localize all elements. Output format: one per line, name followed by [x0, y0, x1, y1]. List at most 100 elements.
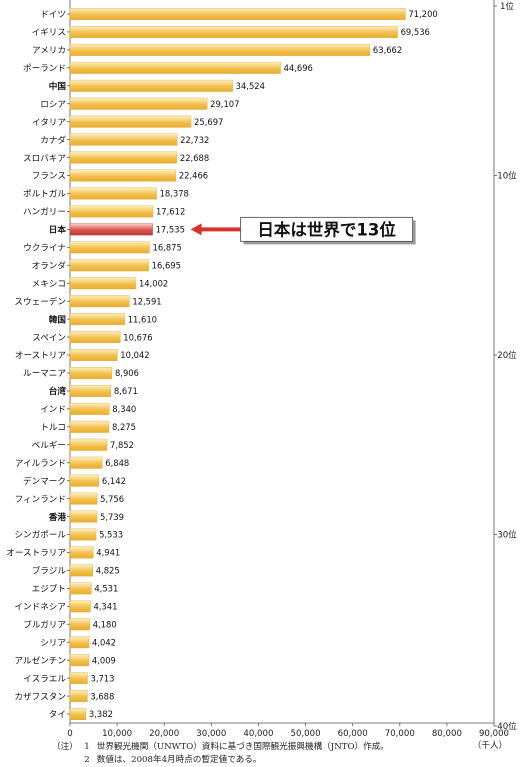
data-label: 4,825	[96, 566, 120, 576]
data-label: 14,002	[139, 278, 168, 288]
bar	[69, 402, 110, 415]
rank-label: 10位	[497, 170, 517, 182]
data-label: 29,107	[210, 99, 239, 109]
category-label: アイルランド	[15, 458, 66, 469]
data-label: 69,536	[401, 27, 430, 37]
x-tick-label: 30,000	[196, 729, 226, 739]
bar	[69, 636, 90, 649]
bar	[69, 492, 98, 505]
bar	[69, 97, 208, 110]
x-tick-label: 90,000	[479, 729, 509, 739]
bar	[69, 8, 406, 20]
category-label: 香港	[48, 511, 67, 523]
bar	[69, 349, 118, 361]
footnote-label: （注）	[52, 742, 78, 752]
rank-label: 40位	[497, 720, 517, 732]
rank-label: 1位	[500, 0, 514, 12]
callout-text: 日本は世界で13位	[257, 219, 396, 239]
category-label: インドネシア	[14, 602, 66, 613]
category-label: ポルトガル	[23, 189, 66, 200]
bar	[69, 25, 398, 38]
data-label: 4,180	[93, 619, 117, 629]
bar	[69, 438, 108, 451]
callout-box	[240, 216, 414, 242]
x-tick-label: 10,000	[102, 729, 132, 739]
category-label: シンガポール	[14, 530, 66, 541]
category-label: スウェーデン	[14, 295, 66, 307]
bar	[69, 79, 233, 92]
category-label: ロシア	[40, 100, 66, 110]
category-label: イスラエル	[23, 673, 66, 684]
data-label: 5,739	[100, 512, 124, 522]
footnote-2: 2 数値は、2008年4月時点の暫定値である。	[52, 754, 389, 767]
data-label: 17,612	[156, 207, 185, 217]
data-label: 16,875	[153, 243, 182, 253]
category-label: ブルガリア	[23, 618, 66, 630]
bar	[69, 690, 88, 703]
data-label: 8,671	[114, 386, 138, 396]
data-label: 5,756	[100, 494, 124, 504]
data-label: 18,378	[160, 189, 189, 199]
category-label: オランダ	[32, 259, 67, 271]
data-label: 16,695	[152, 260, 181, 270]
data-label: 3,713	[90, 673, 114, 683]
data-label: 22,732	[180, 135, 209, 145]
rank-label: 20位	[497, 349, 517, 361]
bar	[69, 205, 154, 218]
x-tick-label: 80,000	[432, 729, 462, 739]
category-label: ブラジル	[32, 565, 67, 577]
category-label: オーストラリア	[6, 548, 66, 559]
category-label: エジプト	[32, 584, 66, 595]
data-label: 12,591	[132, 296, 161, 306]
category-label: フランス	[32, 171, 66, 182]
category-label: イタリア	[32, 117, 66, 128]
bar	[69, 277, 137, 290]
data-label: 11,610	[128, 314, 157, 324]
bar	[69, 43, 371, 56]
bar	[69, 295, 130, 308]
footnote-1: （注） 1 世界観光機関（UNWTO）資料に基づき国際観光振興機構（JNTO）作成…	[52, 741, 389, 754]
bar	[69, 600, 91, 613]
bar	[69, 331, 121, 344]
bar	[69, 169, 177, 182]
x-tick-label: 60,000	[338, 729, 368, 739]
data-label: 6,142	[102, 476, 126, 486]
data-label: 7,852	[110, 440, 134, 450]
bar	[69, 474, 100, 487]
category-label: メキシコ	[32, 279, 66, 289]
data-label: 6,848	[105, 458, 129, 468]
data-label: 25,697	[194, 117, 223, 127]
bar	[69, 259, 149, 272]
category-label: カザフスタン	[14, 691, 66, 702]
category-label: インド	[40, 405, 66, 415]
bar	[69, 115, 192, 128]
category-label: ドイツ	[40, 10, 66, 20]
data-label: 8,906	[115, 368, 139, 378]
category-label: トルコ	[40, 423, 66, 433]
x-tick-label: 40,000	[243, 729, 273, 739]
category-label: オーストリア	[15, 350, 66, 361]
category-label: スペイン	[32, 333, 66, 343]
bar	[69, 528, 97, 541]
bar	[69, 456, 103, 469]
data-label: 3,382	[89, 709, 113, 719]
data-label: 4,009	[92, 655, 116, 665]
category-label: ルーマニア	[23, 369, 66, 379]
rank-label: 30位	[497, 529, 517, 541]
data-label: 17,535	[156, 225, 185, 235]
x-axis-unit: （千人）	[473, 740, 507, 751]
bar	[69, 654, 90, 667]
category-label: フィンランド	[15, 494, 66, 505]
category-label: タイ	[49, 709, 66, 720]
category-label: 中国	[49, 80, 67, 92]
data-label: 22,466	[179, 171, 208, 181]
bar	[69, 151, 178, 164]
bar	[69, 367, 113, 379]
bar	[69, 672, 88, 685]
bar-highlighted	[69, 223, 153, 236]
category-label: スロバキア	[23, 153, 66, 164]
category-label: 日本	[49, 224, 67, 236]
category-label: 韓国	[49, 313, 67, 325]
x-tick-label: 0	[67, 729, 72, 739]
